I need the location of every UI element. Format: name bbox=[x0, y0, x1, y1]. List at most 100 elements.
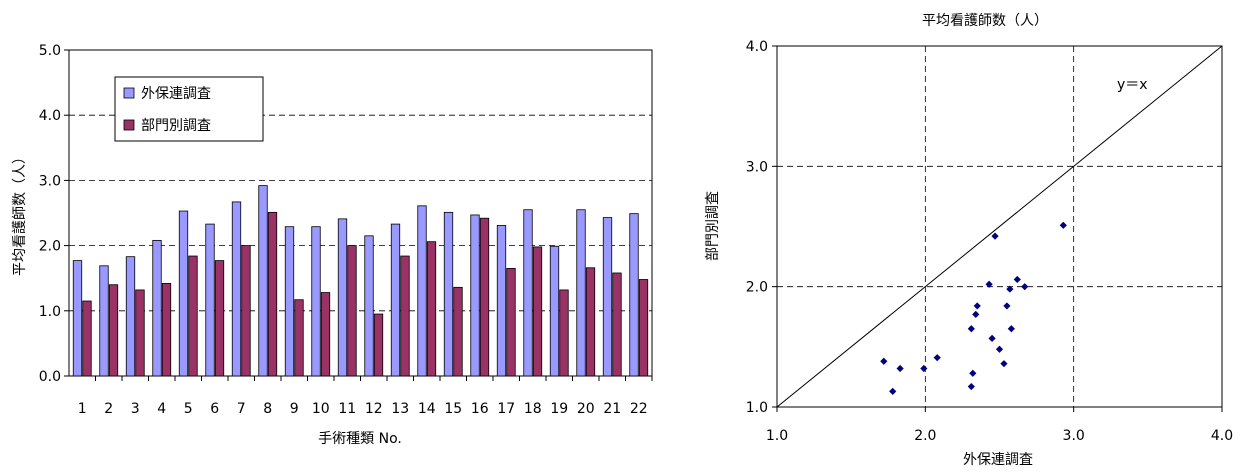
bar-series-2-cat-17 bbox=[506, 268, 516, 377]
bar-chart: 0.01.02.03.04.05.0 1 2 3 4 5 6 7 8 9 10 11 12 13 14 15… bbox=[12, 43, 653, 447]
bar-series-1-cat-22 bbox=[629, 213, 639, 377]
scatter-chart: 平均看護師数（人） 1.02.03.04.0 1.0 2.0 3.0 4.0 y＝x … bbox=[705, 13, 1233, 468]
bar-x-tick-label-19: 19 bbox=[550, 401, 568, 417]
bar-x-tick-label-12: 12 bbox=[365, 401, 383, 417]
bar-series-1-cat-11 bbox=[337, 218, 348, 377]
bar-y-tick-labels: 0.0 1.0 2.0 3.0 4.0 5.0 bbox=[39, 43, 61, 385]
scatter-points bbox=[880, 221, 1067, 395]
bar-x-tick-label-5: 5 bbox=[184, 401, 193, 417]
scatter-gridlines bbox=[772, 45, 1223, 412]
bar-x-tick-labels: 1 2 3 4 5 6 7 8 9 10 11 12 13 14 15 16 17 18 19 20 21 22 bbox=[78, 401, 648, 417]
scatter-point-12 bbox=[988, 334, 996, 343]
bar-legend-box bbox=[114, 76, 264, 142]
bar-y-tick-label-5: 4.0 bbox=[39, 108, 61, 124]
bar-x-tick-label-9: 9 bbox=[290, 401, 299, 417]
bar-x-tick-label-3: 3 bbox=[131, 401, 140, 417]
bar-series-2-cat-10 bbox=[320, 292, 331, 377]
bar-series-2-cat-2 bbox=[108, 284, 119, 377]
scatter-point-9 bbox=[972, 310, 980, 318]
bar-series-2-cat-6 bbox=[214, 260, 225, 377]
scatter-point-1 bbox=[880, 357, 888, 365]
bar-series-2-cat-14 bbox=[426, 241, 437, 377]
bar-series-1-cat-4 bbox=[152, 239, 162, 377]
bar-series-2-cat-13 bbox=[400, 255, 410, 377]
bar-x-tick-label-17: 17 bbox=[497, 401, 515, 417]
bar-series-1-cat-6 bbox=[205, 223, 215, 377]
bar-series-2-cat-4 bbox=[161, 283, 172, 377]
scatter-point-16 bbox=[1003, 302, 1011, 310]
bar-x-tick-label-20: 20 bbox=[577, 401, 595, 417]
scatter-point-10 bbox=[973, 302, 981, 310]
bar-x-tick-label-7: 7 bbox=[237, 401, 246, 417]
bar-x-tick-label-15: 15 bbox=[444, 401, 462, 417]
scatter-x-tick-label-3: 3.0 bbox=[1063, 428, 1085, 444]
bar-series-2-cat-16 bbox=[479, 217, 490, 377]
legend-swatch-series-2 bbox=[123, 119, 135, 131]
bar-series-2-cat-8 bbox=[267, 211, 278, 377]
bar-series-2-cat-21 bbox=[612, 272, 622, 377]
bar-series-1-cat-19 bbox=[549, 245, 560, 377]
scatter-point-18 bbox=[1007, 325, 1015, 333]
scatter-point-20 bbox=[1021, 283, 1029, 291]
bar-x-tick-label-21: 21 bbox=[603, 401, 621, 417]
scatter-point-11 bbox=[985, 280, 993, 288]
scatter-x-tick-labels: 1.0 2.0 3.0 4.0 bbox=[766, 428, 1233, 444]
bar-series-1-cat-13 bbox=[390, 223, 401, 377]
scatter-point-4 bbox=[920, 364, 928, 373]
bar-series-2-cat-15 bbox=[453, 286, 463, 377]
bar-x-tick-label-10: 10 bbox=[312, 401, 330, 417]
bar-series-2-cat-7 bbox=[241, 245, 251, 377]
scatter-point-14 bbox=[995, 345, 1004, 353]
bar-series-1-cat-17 bbox=[496, 224, 507, 377]
bar-y-tick-label-4: 3.0 bbox=[39, 173, 61, 189]
bar-series-1-cat-12 bbox=[364, 235, 374, 377]
bar-series-1-cat-8 bbox=[258, 185, 268, 377]
bar-y-tick-label-2: 1.0 bbox=[39, 304, 61, 320]
scatter-point-8 bbox=[967, 325, 975, 333]
bar-series-2-cat-12 bbox=[373, 313, 384, 377]
bar-series-2-cat-19 bbox=[559, 289, 569, 377]
scatter-y-tick-label-4: 4.0 bbox=[746, 39, 768, 55]
scatter-x-tick-label-2: 2.0 bbox=[914, 428, 936, 444]
y-equals-x-line bbox=[776, 45, 1223, 408]
bar-series-2-cat-3 bbox=[135, 289, 145, 377]
bar-y-axis-label: 平均看護師数（人） bbox=[12, 150, 28, 276]
bar-series-1-cat-5 bbox=[178, 210, 189, 377]
scatter-point-3 bbox=[896, 364, 904, 373]
bar-x-axis-label: 手術種類 No. bbox=[318, 431, 402, 447]
scatter-y-tick-label-3: 3.0 bbox=[746, 159, 768, 175]
bar-series-1-cat-20 bbox=[576, 209, 586, 377]
bar-series-1-cat-10 bbox=[311, 226, 321, 377]
bar-y-tick-label-3: 2.0 bbox=[39, 239, 61, 255]
scatter-point-13 bbox=[991, 232, 999, 240]
bar-x-tick-label-18: 18 bbox=[524, 401, 542, 417]
bar-series-2-cat-22 bbox=[638, 279, 649, 377]
bar-x-tick-label-22: 22 bbox=[630, 401, 648, 417]
bar-series-2-cat-11 bbox=[347, 245, 357, 377]
bar-x-tick-label-14: 14 bbox=[418, 401, 436, 417]
bar-series-1-cat-2 bbox=[99, 265, 109, 377]
scatter-title: 平均看護師数（人） bbox=[922, 13, 1048, 29]
scatter-y-axis-label: 部門別調査 bbox=[705, 191, 721, 261]
scatter-point-2 bbox=[889, 387, 897, 395]
scatter-y-tick-label-1: 1.0 bbox=[746, 400, 768, 416]
y-equals-x-label: y＝x bbox=[1117, 77, 1148, 93]
bar-x-tick-label-13: 13 bbox=[391, 401, 409, 417]
scatter-y-tick-label-2: 2.0 bbox=[746, 280, 768, 296]
bar-series-2-cat-18 bbox=[532, 246, 543, 377]
bar-series-1-cat-15 bbox=[443, 211, 454, 377]
bar-series-2-cat-9 bbox=[294, 299, 304, 377]
bar-x-tick-label-1: 1 bbox=[78, 401, 87, 417]
bar-y-tick-label-6: 5.0 bbox=[39, 43, 61, 59]
bar-x-tick-label-6: 6 bbox=[210, 401, 219, 417]
scatter-point-17 bbox=[1006, 285, 1014, 293]
legend-label-series-2: 部門別調査 bbox=[141, 118, 211, 134]
bar-x-tick-label-11: 11 bbox=[338, 401, 356, 417]
scatter-point-5 bbox=[933, 354, 941, 362]
bar-x-tick-label-16: 16 bbox=[471, 401, 489, 417]
bar-marks bbox=[72, 185, 649, 377]
bar-series-2-cat-20 bbox=[585, 267, 596, 377]
legend-label-series-1: 外保連調査 bbox=[141, 86, 211, 102]
bar-series-1-cat-7 bbox=[231, 201, 242, 377]
